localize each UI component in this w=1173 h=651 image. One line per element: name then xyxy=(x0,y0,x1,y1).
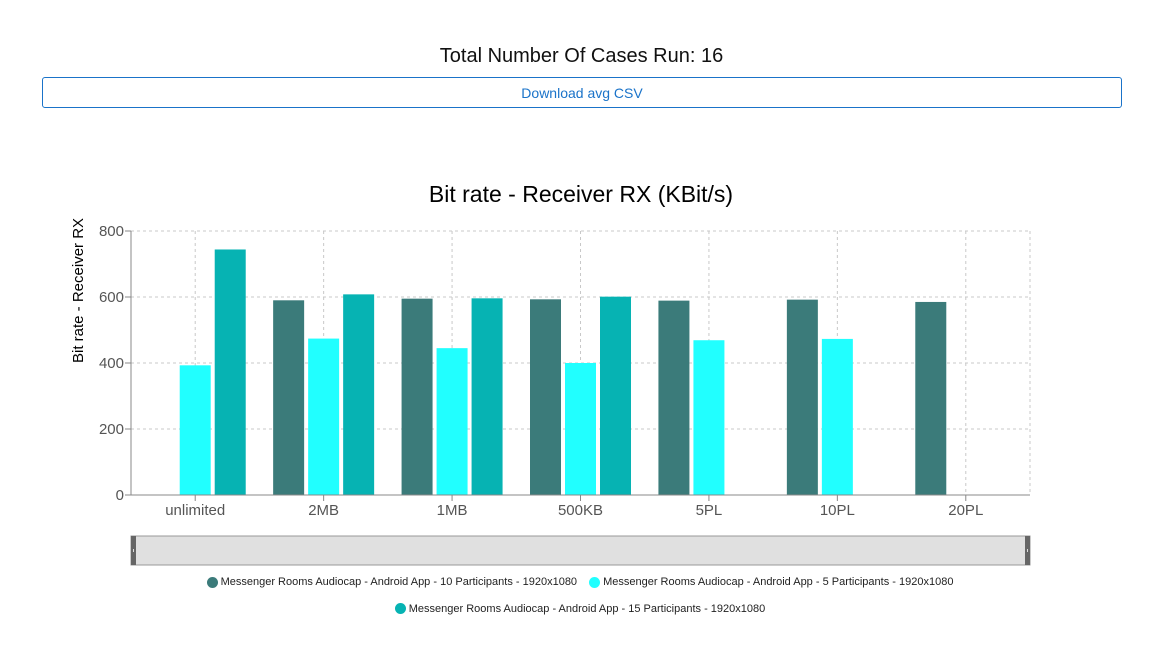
zoom-slider[interactable] xyxy=(131,536,1030,565)
bar-5PL-series-1[interactable] xyxy=(693,340,724,495)
x-tick-label: 20PL xyxy=(948,502,983,519)
zoom-slider-left-grip-icon xyxy=(133,549,134,552)
bar-1MB-series-2[interactable] xyxy=(472,298,503,495)
y-axis-label: Bit rate - Receiver RX xyxy=(70,218,87,363)
bar-2MB-series-1[interactable] xyxy=(308,339,339,495)
bar-500KB-series-0[interactable] xyxy=(530,299,561,495)
legend-dot-icon xyxy=(395,603,406,614)
bar-2MB-series-0[interactable] xyxy=(273,300,304,495)
legend-item-15-participants[interactable]: Messenger Rooms Audiocap - Android App -… xyxy=(395,597,766,621)
x-tick-label: 1MB xyxy=(437,502,468,519)
x-tick-label: 10PL xyxy=(820,502,855,519)
legend-dot-icon xyxy=(207,577,218,588)
zoom-slider-right-grip-icon xyxy=(1027,549,1028,552)
chart-title: Bit rate - Receiver RX (KBit/s) xyxy=(429,181,733,207)
x-tick-label: 500KB xyxy=(558,502,603,519)
legend-label: Messenger Rooms Audiocap - Android App -… xyxy=(221,570,578,594)
bar-1MB-series-1[interactable] xyxy=(437,348,468,495)
legend-item-5-participants[interactable]: Messenger Rooms Audiocap - Android App -… xyxy=(589,570,953,594)
y-tick-label: 600 xyxy=(99,289,124,306)
legend-dot-icon xyxy=(589,577,600,588)
bar-20PL-series-0[interactable] xyxy=(915,302,946,495)
bar-5PL-series-0[interactable] xyxy=(658,301,689,495)
legend-label: Messenger Rooms Audiocap - Android App -… xyxy=(603,570,953,594)
x-tick-label: 5PL xyxy=(696,502,723,519)
chart-legend: Messenger Rooms Audiocap - Android App -… xyxy=(130,570,1030,623)
x-tick-label: 2MB xyxy=(308,502,339,519)
chart-bars xyxy=(180,249,947,495)
bar-unlimited-series-1[interactable] xyxy=(180,365,211,495)
legend-label: Messenger Rooms Audiocap - Android App -… xyxy=(409,597,766,621)
bar-10PL-series-0[interactable] xyxy=(787,300,818,495)
y-tick-label: 800 xyxy=(99,223,124,240)
zoom-slider-track[interactable] xyxy=(131,536,1030,565)
y-tick-label: 400 xyxy=(99,355,124,372)
bar-1MB-series-0[interactable] xyxy=(402,299,433,495)
bar-unlimited-series-2[interactable] xyxy=(215,249,246,495)
y-tick-label: 200 xyxy=(99,421,124,438)
bar-2MB-series-2[interactable] xyxy=(343,294,374,495)
bar-500KB-series-2[interactable] xyxy=(600,297,631,495)
bar-10PL-series-1[interactable] xyxy=(822,339,853,495)
x-tick-label: unlimited xyxy=(165,502,225,519)
bar-500KB-series-1[interactable] xyxy=(565,363,596,495)
y-tick-label: 0 xyxy=(116,487,124,504)
legend-item-10-participants[interactable]: Messenger Rooms Audiocap - Android App -… xyxy=(207,570,578,594)
